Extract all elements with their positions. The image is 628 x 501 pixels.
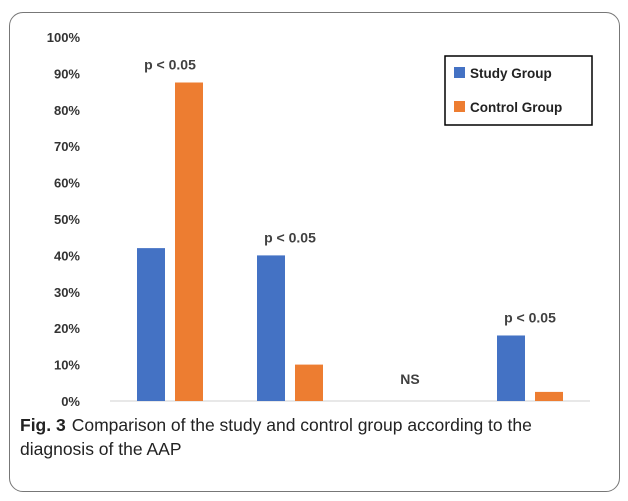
y-tick-label: 70% [54,139,80,154]
y-tick-label: 60% [54,176,80,191]
y-tick-label: 100% [47,30,81,45]
y-tick-label: 20% [54,321,80,336]
legend-label-control-group: Control Group [470,100,562,115]
bar-control-group-stage-i [175,82,203,401]
annotation-label: NS [400,371,419,387]
legend-swatch-study-group [454,67,465,78]
legend: Study Group Control Group [444,55,593,126]
y-tick-label: 30% [54,285,80,300]
bar-control-group-stage-ii [295,364,323,401]
caption-text: Comparison of the study and control grou… [20,415,532,459]
y-tick-label: 50% [54,212,80,227]
bar-control-group-stage-iv [535,391,563,401]
legend-swatch-control-group [454,101,465,112]
y-tick-label: 40% [54,248,80,263]
annotation-label: p < 0.05 [264,229,316,245]
legend-label-study-group: Study Group [470,66,552,81]
y-tick-label: 90% [54,66,80,81]
y-tick-label: 80% [54,103,80,118]
annotation-label: p < 0.05 [144,57,196,73]
y-tick-label: 0% [61,394,80,409]
y-axis-tick-labels: 0% 10% 20% 30% 40% 50% 60% 70% 80% 90% 100% [47,30,81,409]
figure-caption: Fig. 3 Comparison of the study and contro… [20,413,610,461]
bar-chart: 0% 10% 20% 30% 40% 50% 60% 70% 80% 90% 100% p < 0.… [47,30,593,409]
bars [137,82,563,401]
bar-study-group-stage-iv [497,335,525,401]
annotation-label: p < 0.05 [504,309,556,325]
significance-annotations: p < 0.05 p < 0.05 NS p < 0.05 [144,57,556,388]
caption-label: Fig. 3 [20,415,66,435]
bar-study-group-stage-ii [257,255,285,401]
bar-study-group-stage-i [137,248,165,401]
y-tick-label: 10% [54,358,80,373]
legend-box [444,55,593,126]
